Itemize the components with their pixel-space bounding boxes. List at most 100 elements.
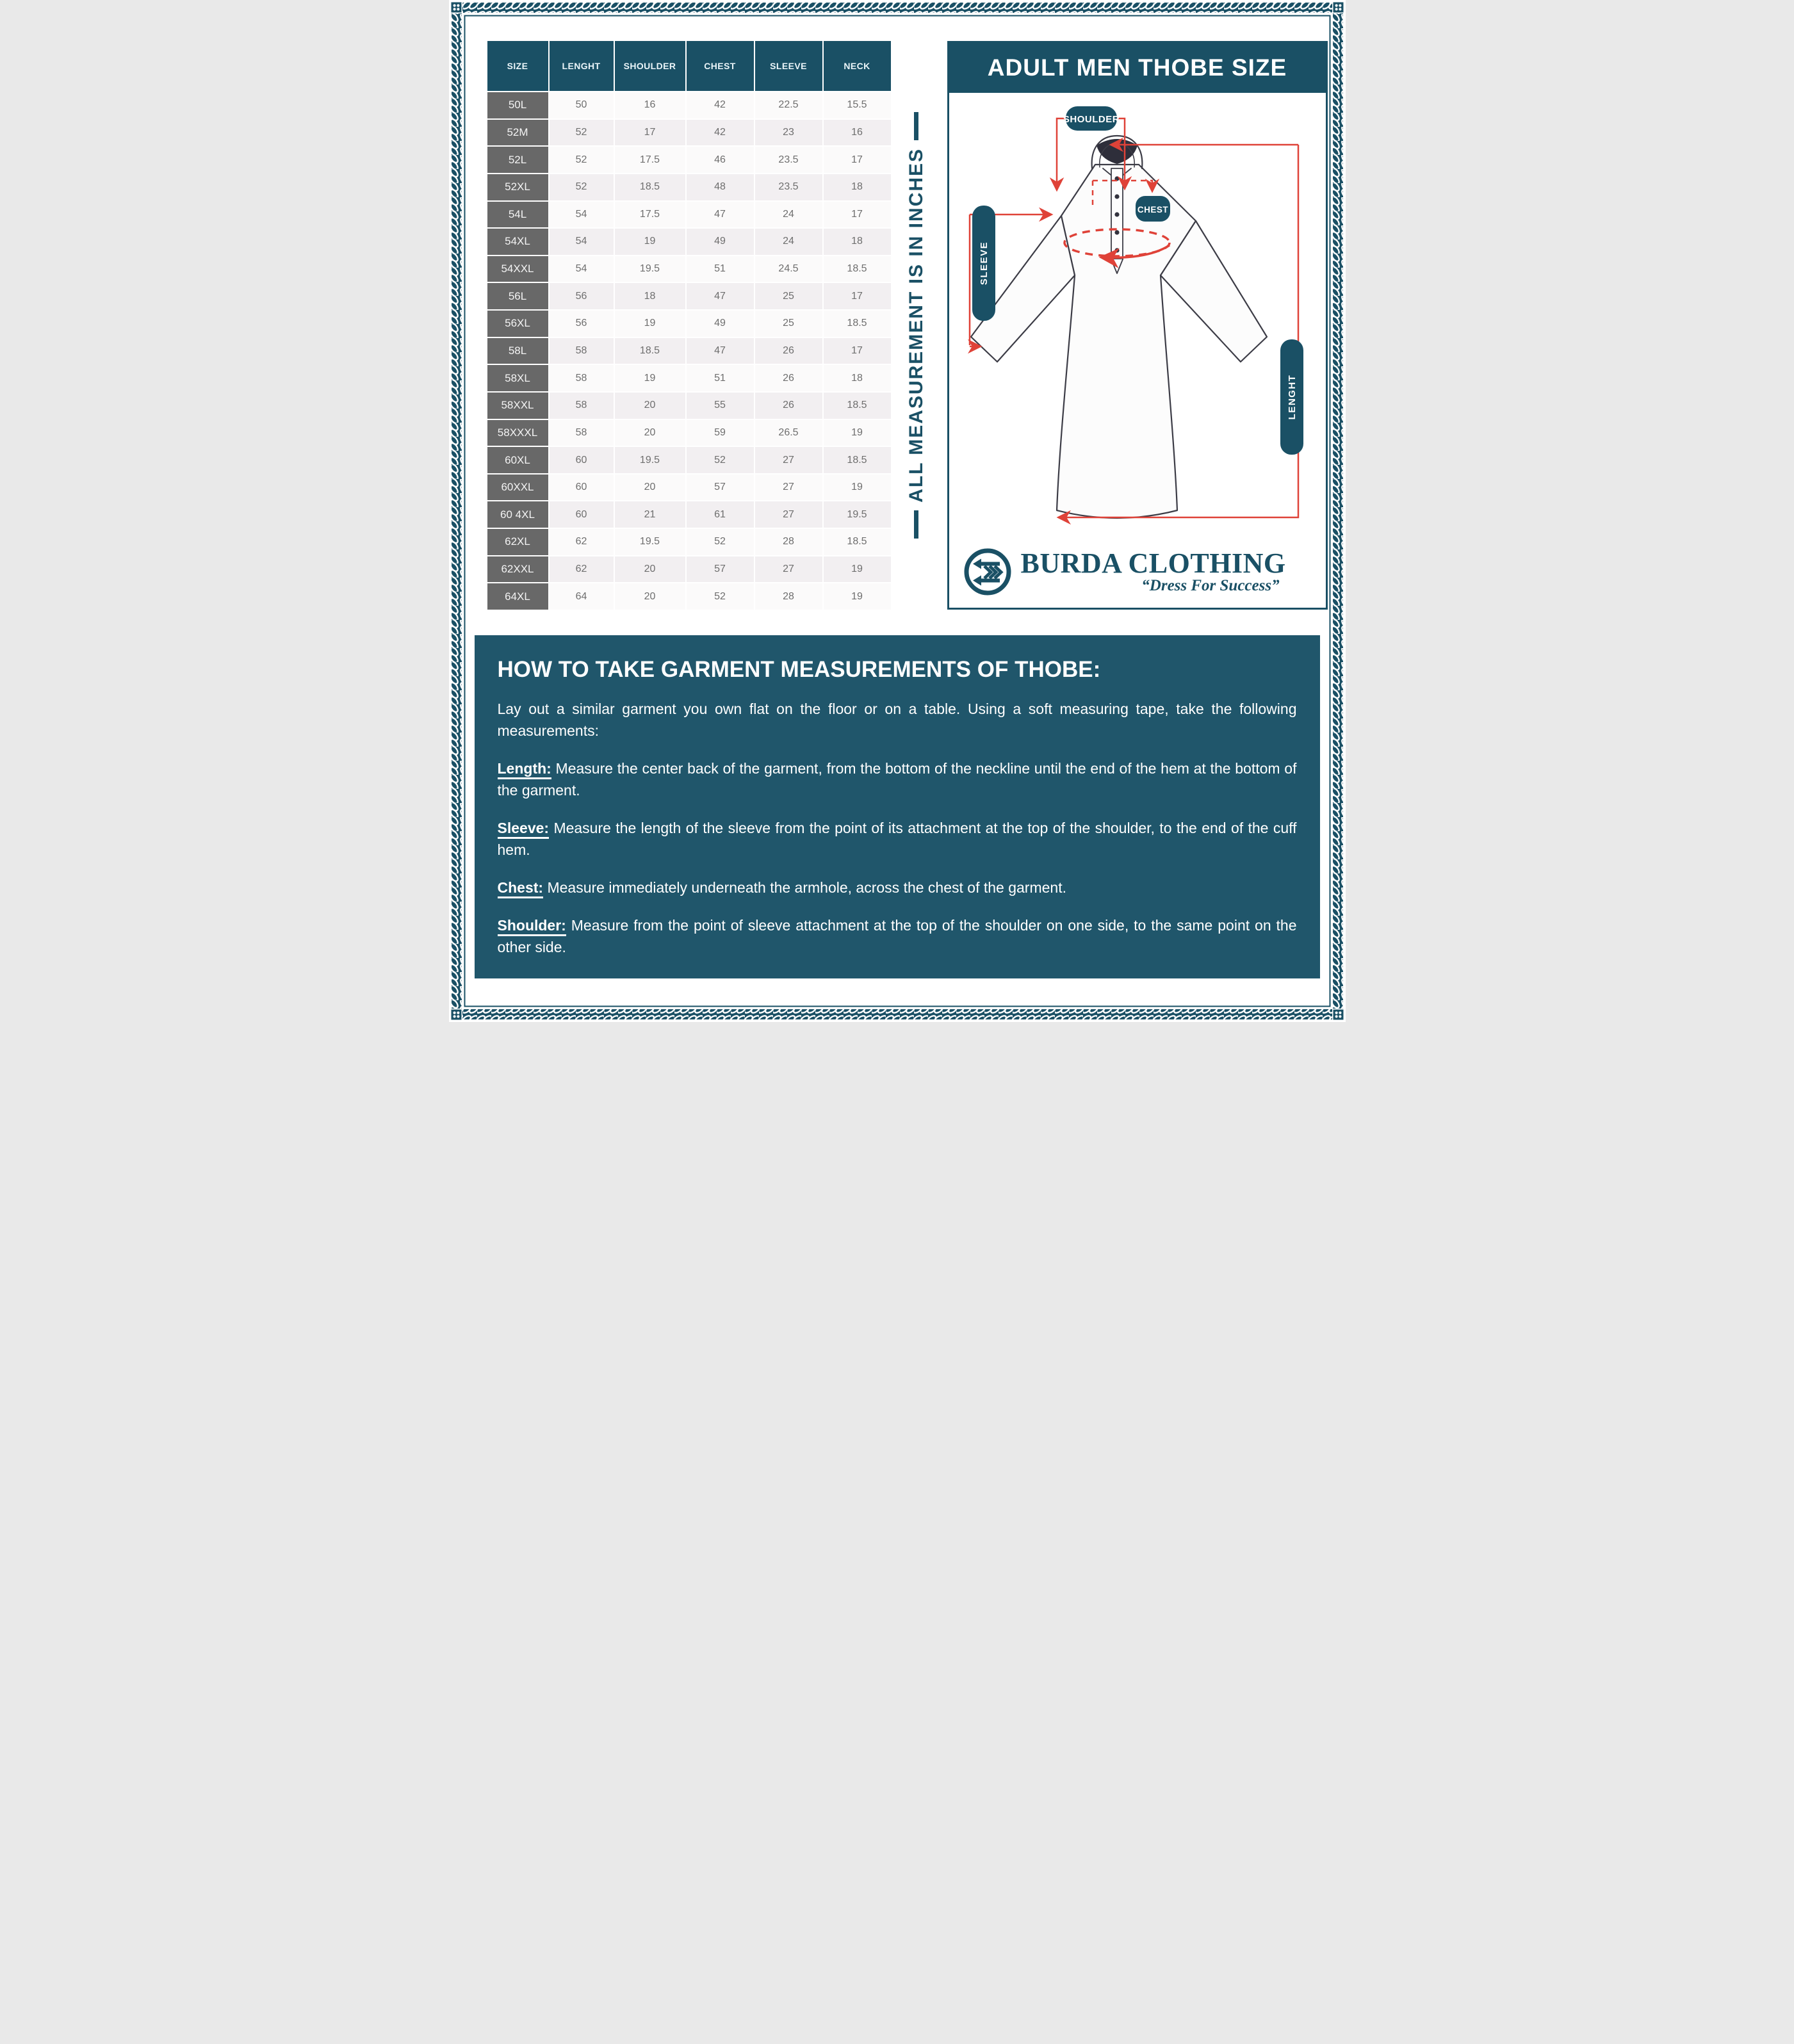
measurement-cell: 17 — [823, 283, 891, 310]
measurement-cell: 19 — [823, 583, 891, 610]
measurement-cell: 42 — [686, 92, 754, 118]
size-label-cell: 58XXXL — [487, 419, 548, 446]
length-pill-label: LENGHT — [1287, 375, 1298, 420]
size-label-cell: 50L — [487, 92, 548, 118]
measurement-cell: 16 — [823, 119, 891, 146]
thobe-illustration — [970, 134, 1268, 519]
measurement-cell: 54 — [549, 229, 614, 255]
measurement-cell: 18.5 — [823, 311, 891, 337]
brand-logo: BURDA CLOTHING “Dress For Success” — [963, 548, 1286, 596]
measurement-cell: 24 — [754, 229, 822, 255]
size-label-cell: 60 4XL — [487, 501, 548, 528]
measurement-cell: 58 — [549, 419, 614, 446]
measurement-cell: 27 — [754, 556, 822, 583]
measurement-cell: 27 — [754, 501, 822, 528]
measurement-cell: 47 — [686, 337, 754, 364]
measurement-cell: 19 — [614, 365, 685, 391]
measurement-cell: 18.5 — [823, 529, 891, 555]
instruction-text: Measure immediately underneath the armho… — [547, 879, 1066, 896]
measurement-cell: 62 — [549, 556, 614, 583]
note-top-bar — [914, 112, 918, 141]
brand-tagline: “Dress For Success” — [1141, 577, 1280, 595]
size-label-cell: 62XXL — [487, 556, 548, 583]
measurement-cell: 25 — [754, 283, 822, 310]
column-header-chest: CHEST — [686, 41, 754, 91]
measurement-cell: 26 — [754, 392, 822, 419]
measurement-note: ALL MEASUREMENT IS IN INCHES — [893, 41, 940, 610]
chest-pill-label: CHEST — [1137, 205, 1168, 215]
brand-logo-text: BURDA CLOTHING “Dress For Success” — [1021, 548, 1286, 595]
column-header-sleeve: SLEEVE — [754, 41, 822, 91]
measurement-cell: 19.5 — [614, 529, 685, 555]
measurement-cell: 22.5 — [754, 92, 822, 118]
size-label-cell: 58XXL — [487, 392, 548, 419]
measurement-cell: 52 — [686, 583, 754, 610]
instruction-item: Shoulder: Measure from the point of slee… — [497, 914, 1297, 958]
shoulder-pill-label: SHOULDER — [1063, 114, 1119, 125]
size-label-cell: 60XL — [487, 447, 548, 473]
measurement-cell: 19.5 — [614, 447, 685, 473]
measurement-cell: 18.5 — [823, 447, 891, 473]
measurement-cell: 17 — [614, 119, 685, 146]
measurement-cell: 19 — [823, 556, 891, 583]
measurement-cell: 57 — [686, 556, 754, 583]
size-label-cell: 58L — [487, 337, 548, 364]
measurement-cell: 60 — [549, 501, 614, 528]
instruction-item: Chest: Measure immediately underneath th… — [497, 877, 1297, 898]
measurement-cell: 24 — [754, 201, 822, 228]
measurement-cell: 20 — [614, 474, 685, 501]
measurement-cell: 25 — [754, 311, 822, 337]
size-label-cell: 56L — [487, 283, 548, 310]
size-table: SIZE LENGHT SHOULDER CHEST SLEEVE NECK 5… — [487, 41, 891, 610]
measurement-cell: 19 — [614, 229, 685, 255]
measurement-cell: 17.5 — [614, 201, 685, 228]
measurement-cell: 27 — [754, 447, 822, 473]
column-header-length: LENGHT — [549, 41, 614, 91]
instruction-term: Chest: — [497, 879, 544, 898]
panel-title: ADULT MEN THOBE SIZE — [949, 43, 1326, 93]
instructions-panel: HOW TO TAKE GARMENT MEASUREMENTS OF THOB… — [474, 635, 1320, 978]
measurement-cell: 18.5 — [823, 256, 891, 282]
measurement-cell: 26 — [754, 337, 822, 364]
measurement-cell: 51 — [686, 256, 754, 282]
size-label-cell: 54L — [487, 201, 548, 228]
chest-pill — [1135, 196, 1170, 222]
measurement-cell: 18 — [823, 174, 891, 200]
measurement-cell: 58 — [549, 337, 614, 364]
column-header-neck: NECK — [823, 41, 891, 91]
measurement-cell: 28 — [754, 529, 822, 555]
measurement-lines — [967, 117, 1299, 525]
note-bottom-bar — [914, 510, 918, 539]
measurement-cell: 23.5 — [754, 147, 822, 173]
measurement-cell: 20 — [614, 419, 685, 446]
size-label-cell: 52L — [487, 147, 548, 173]
measurement-cell: 54 — [549, 256, 614, 282]
measurement-cell: 17 — [823, 147, 891, 173]
measurement-cell: 20 — [614, 392, 685, 419]
sleeve-pill — [972, 206, 995, 321]
measurement-cell: 51 — [686, 365, 754, 391]
size-label-cell: 60XXL — [487, 474, 548, 501]
measurement-cell: 19.5 — [614, 256, 685, 282]
size-label-cell: 62XL — [487, 529, 548, 555]
instruction-term: Shoulder: — [497, 917, 566, 936]
measurement-cell: 26.5 — [754, 419, 822, 446]
measurement-cell: 18 — [823, 365, 891, 391]
measurement-cell: 19 — [823, 419, 891, 446]
measurement-cell: 19 — [614, 311, 685, 337]
measurement-cell: 23.5 — [754, 174, 822, 200]
measurement-cell: 56 — [549, 311, 614, 337]
measurement-cell: 49 — [686, 229, 754, 255]
measurement-cell: 23 — [754, 119, 822, 146]
measurement-cell: 54 — [549, 201, 614, 228]
measurement-cell: 60 — [549, 447, 614, 473]
measurement-cell: 17 — [823, 201, 891, 228]
size-chart-page: SIZE LENGHT SHOULDER CHEST SLEEVE NECK 5… — [448, 0, 1346, 1022]
measurement-cell: 26 — [754, 365, 822, 391]
brand-logo-icon — [964, 548, 1011, 596]
size-label-cell: 54XXL — [487, 256, 548, 282]
measurement-cell: 50 — [549, 92, 614, 118]
instruction-term: Length: — [497, 760, 551, 779]
size-label-cell: 52XL — [487, 174, 548, 200]
sleeve-pill-label: SLEEVE — [979, 241, 990, 285]
